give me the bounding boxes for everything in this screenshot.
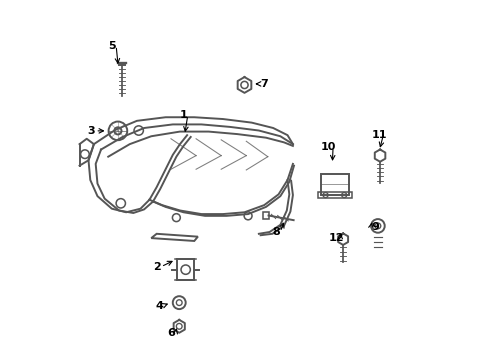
Text: 1: 1 (179, 110, 187, 120)
Text: 7: 7 (260, 79, 268, 89)
Text: 10: 10 (321, 142, 336, 152)
Text: 9: 9 (371, 222, 379, 231)
Text: 8: 8 (272, 227, 279, 237)
Text: 11: 11 (370, 130, 386, 140)
Text: 4: 4 (155, 301, 163, 311)
Text: 12: 12 (327, 233, 343, 243)
Text: 3: 3 (87, 126, 95, 136)
Text: 5: 5 (108, 41, 115, 50)
Text: 6: 6 (167, 328, 175, 338)
Text: 2: 2 (152, 262, 160, 272)
